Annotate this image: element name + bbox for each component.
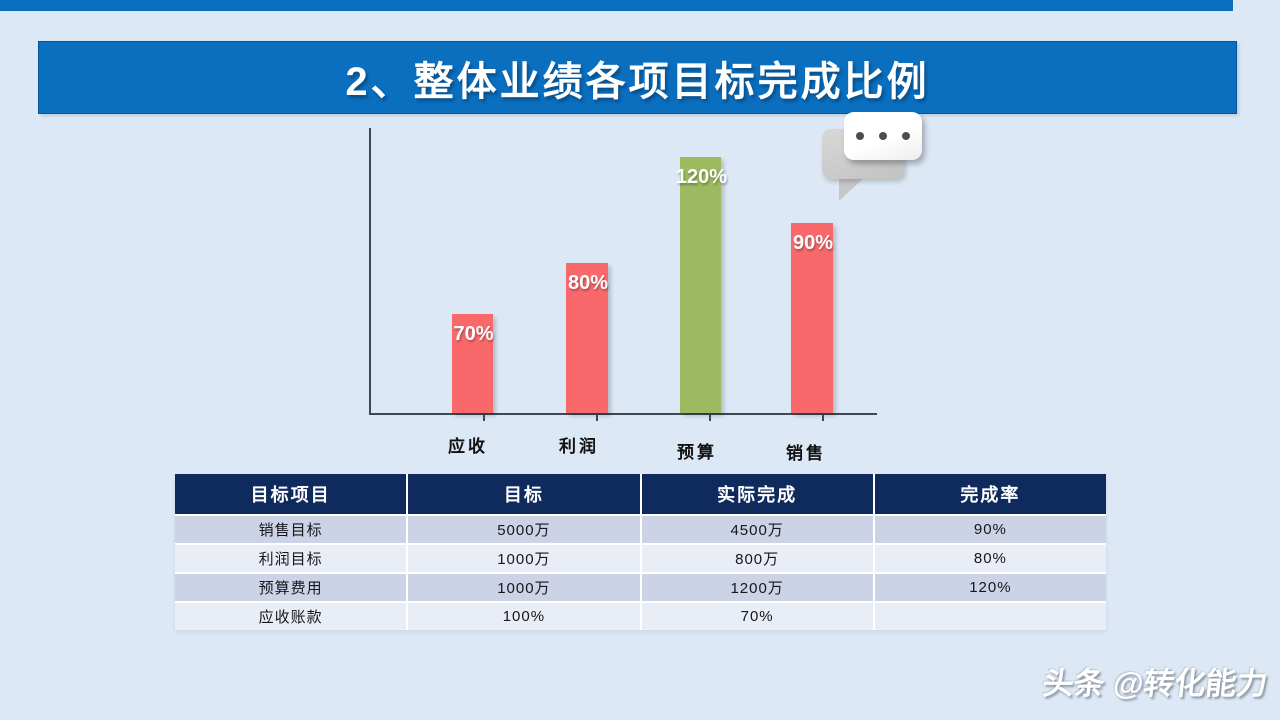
chart-category-label: 销售 (786, 444, 826, 463)
table-cell: 5000万 (408, 516, 640, 543)
table-cell: 预算费用 (175, 574, 407, 601)
table-cell: 70% (641, 603, 873, 630)
table-header-cell: 完成率 (874, 474, 1106, 514)
table-header-cell: 实际完成 (641, 474, 873, 514)
table-cell: 销售目标 (175, 516, 407, 543)
table-header-cell: 目标项目 (175, 474, 407, 514)
title-banner: 2、整体业绩各项目标完成比例 (38, 41, 1237, 114)
table-cell: 800万 (641, 545, 873, 572)
top-accent-strip (0, 0, 1233, 11)
results-table: 目标项目 目标 实际完成 完成率 销售目标 5000万 4500万 90% 利润目标 1000万 8… (175, 474, 1106, 630)
chart-bar (452, 314, 493, 413)
chart-bar (680, 157, 721, 413)
chart-bar (566, 263, 608, 413)
ellipsis-speech-bubble-icon (844, 112, 922, 160)
table-cell: 120% (874, 574, 1106, 601)
table-cell: 100% (408, 603, 640, 630)
table-cell: 90% (874, 516, 1106, 543)
chart-bar-value-label: 120% (675, 166, 728, 188)
watermark: 头条 @转化能力 (1041, 666, 1270, 701)
x-axis-tick (483, 415, 485, 421)
chart-bar-value-label: 90% (792, 232, 834, 254)
x-axis-tick (596, 415, 598, 421)
table-header-cell: 目标 (408, 474, 640, 514)
table-cell: 利润目标 (175, 545, 407, 572)
ellipsis-dot-icon (879, 132, 887, 140)
chart-category-label: 应收 (448, 437, 488, 456)
chart-category-label: 预算 (677, 443, 717, 462)
x-axis-line (369, 413, 877, 415)
x-axis-tick (709, 415, 711, 421)
chart-bar-value-label: 80% (567, 272, 609, 294)
table-cell: 1000万 (408, 574, 640, 601)
chart-bar-value-label: 70% (453, 323, 494, 345)
table-cell: 应收账款 (175, 603, 407, 630)
ellipsis-dot-icon (902, 132, 910, 140)
table-cell (874, 603, 1106, 630)
chart-bar (791, 223, 833, 413)
table-cell: 80% (874, 545, 1106, 572)
table-cell: 1200万 (641, 574, 873, 601)
table-cell: 1000万 (408, 545, 640, 572)
y-axis-line (369, 128, 371, 415)
ellipsis-dot-icon (856, 132, 864, 140)
x-axis-tick (822, 415, 824, 421)
speech-bubble-tail (839, 175, 867, 201)
page-title: 2、整体业绩各项目标完成比例 (345, 59, 930, 104)
chart-category-label: 利润 (559, 437, 599, 456)
table-cell: 4500万 (641, 516, 873, 543)
